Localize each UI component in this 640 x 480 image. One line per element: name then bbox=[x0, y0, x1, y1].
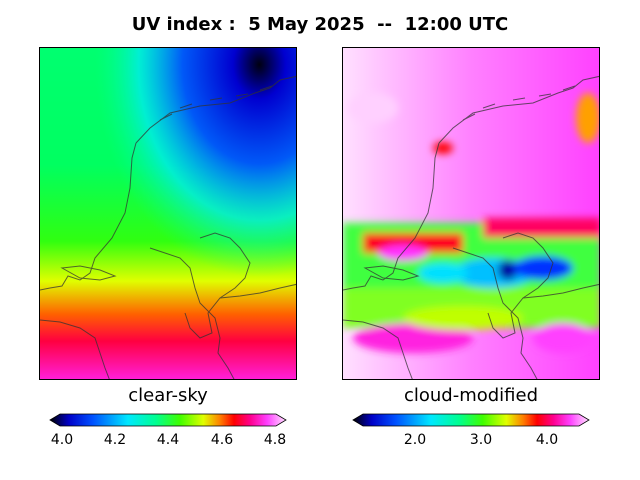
cloud-modified-colorbar bbox=[352, 413, 590, 427]
map-title: UV index : 5 May 2025 -- 12:00 UTC bbox=[131, 14, 509, 35]
cbar2-tick: 2.0 bbox=[403, 432, 427, 448]
clear-sky-map bbox=[39, 47, 297, 380]
cloud-modified-label: cloud-modified bbox=[403, 385, 539, 406]
clear-sky-colorbar bbox=[49, 413, 287, 427]
cbar1-tick: 4.0 bbox=[50, 432, 74, 448]
coastline-right bbox=[343, 75, 599, 379]
cloud-modified-field bbox=[343, 48, 599, 379]
clear-sky-label: clear-sky bbox=[128, 385, 208, 406]
cbar1-tick: 4.2 bbox=[103, 432, 127, 448]
coastline-left bbox=[40, 75, 296, 379]
cbar1-tick: 4.6 bbox=[210, 432, 234, 448]
clear-sky-field bbox=[40, 48, 296, 379]
cbar1-tick: 4.8 bbox=[263, 432, 287, 448]
cbar1-tick: 4.4 bbox=[156, 432, 180, 448]
cbar2-tick: 3.0 bbox=[469, 432, 493, 448]
cloud-modified-map bbox=[342, 47, 600, 380]
cbar2-tick: 4.0 bbox=[535, 432, 559, 448]
